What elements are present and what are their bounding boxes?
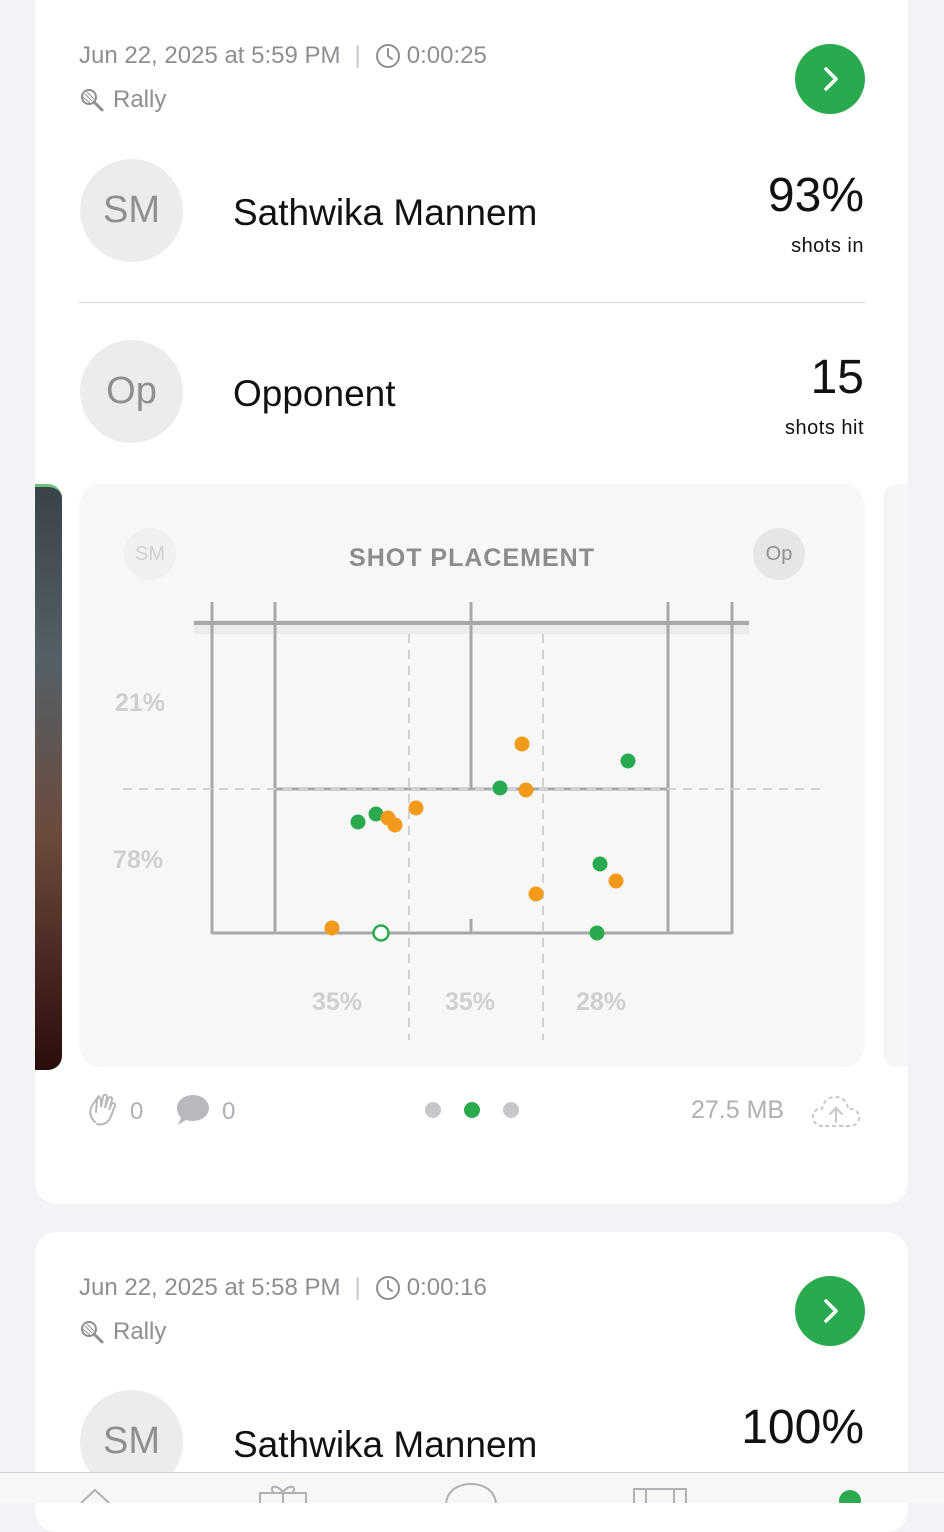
- shot-dot-4: [518, 782, 534, 798]
- opponent-name: Opponent: [233, 373, 396, 414]
- clock-icon: [375, 1276, 400, 1300]
- shot-dot-14: [589, 925, 605, 941]
- opponent-avatar[interactable]: Op: [80, 340, 183, 443]
- session-mode: Rally: [79, 86, 166, 114]
- file-size: 27.5 MB: [691, 1096, 785, 1124]
- racket-icon: [81, 89, 104, 112]
- shot-dots: [324, 736, 636, 942]
- session-meta: Jun 22, 2025 at 5:59 PM | 0:00:25: [79, 42, 487, 70]
- session-card[interactable]: Jun 22, 2025 at 5:59 PM | 0:00:25 Rally …: [35, 0, 908, 1204]
- opponent-stat-value: 15: [810, 351, 864, 404]
- meta-separator: |: [354, 42, 361, 69]
- chevron-right-icon: [824, 1299, 838, 1323]
- card-footer: 0 0 27.5 MB: [35, 1090, 908, 1130]
- pager-dot-3[interactable]: [503, 1102, 519, 1118]
- shot-dot-15: [372, 924, 390, 942]
- meta-separator: |: [354, 1274, 361, 1301]
- shot-dot-11: [608, 873, 624, 889]
- shot-dot-10: [592, 856, 608, 872]
- shot-dot-13: [324, 920, 340, 936]
- pager-dot-1[interactable]: [425, 1102, 441, 1118]
- session-duration: 0:00:25: [406, 42, 487, 69]
- player-stat-value: 100%: [741, 1401, 864, 1454]
- session-date: Jun 22, 2025 at 5:58 PM: [79, 1274, 341, 1301]
- session-mode: Rally: [79, 1318, 166, 1346]
- next-media-thumbnail[interactable]: [883, 484, 908, 1067]
- comment-icon[interactable]: [174, 1092, 212, 1128]
- session-date: Jun 22, 2025 at 5:59 PM: [79, 42, 341, 69]
- comment-count: 0: [222, 1098, 236, 1125]
- opponent-stat-label: shots hit: [785, 417, 864, 439]
- depth-label-short: 78%: [113, 846, 164, 874]
- opponent-chip: Op: [753, 528, 805, 580]
- shot-dot-1: [514, 736, 530, 752]
- previous-media-thumbnail[interactable]: [35, 484, 62, 1070]
- court-diagram: [123, 602, 821, 1040]
- clap-icon[interactable]: [85, 1092, 121, 1128]
- shot-dot-12: [528, 886, 544, 902]
- gift-icon[interactable]: [258, 1483, 308, 1503]
- clock-icon: [375, 44, 400, 68]
- chart-title: SHOT PLACEMENT: [349, 544, 595, 572]
- column-label-center: 35%: [445, 988, 496, 1016]
- divider: [79, 302, 865, 303]
- shot-dot-5: [350, 814, 366, 830]
- ball-icon[interactable]: [444, 1483, 498, 1503]
- player-stat-value: 93%: [767, 169, 864, 222]
- home-icon[interactable]: [78, 1483, 112, 1503]
- shot-dot-2: [620, 753, 636, 769]
- shot-dot-9: [408, 800, 424, 816]
- pager-dot-2[interactable]: [464, 1102, 480, 1118]
- player-name: Sathwika Mannem: [233, 192, 538, 233]
- session-meta: Jun 22, 2025 at 5:58 PM | 0:00:16: [79, 1274, 487, 1302]
- player-chip: SM: [124, 528, 176, 580]
- shot-dot-6: [368, 806, 384, 822]
- session-mode-label: Rally: [113, 86, 167, 113]
- column-label-left: 35%: [312, 988, 363, 1016]
- open-session-button[interactable]: [795, 1276, 865, 1346]
- session-duration: 0:00:16: [406, 1274, 487, 1301]
- column-label-right: 28%: [576, 988, 627, 1016]
- shot-dot-3: [492, 780, 508, 796]
- open-session-button[interactable]: [795, 44, 865, 114]
- player-avatar[interactable]: SM: [80, 159, 183, 262]
- racket-icon: [81, 1321, 104, 1344]
- shot-placement-panel[interactable]: SM SHOT PLACEMENT Op: [79, 484, 865, 1067]
- profile-status-icon[interactable]: [838, 1489, 862, 1503]
- tab-bar: [0, 1472, 944, 1503]
- player-stat-label: shots in: [791, 235, 864, 257]
- shot-dot-8: [387, 817, 403, 833]
- chevron-right-icon: [824, 67, 838, 91]
- court-tab-icon[interactable]: [632, 1483, 688, 1503]
- player-name: Sathwika Mannem: [233, 1424, 538, 1465]
- session-mode-label: Rally: [113, 1318, 167, 1345]
- depth-label-deep: 21%: [115, 689, 166, 717]
- cloud-upload-icon[interactable]: [809, 1090, 863, 1130]
- clap-count: 0: [130, 1098, 144, 1125]
